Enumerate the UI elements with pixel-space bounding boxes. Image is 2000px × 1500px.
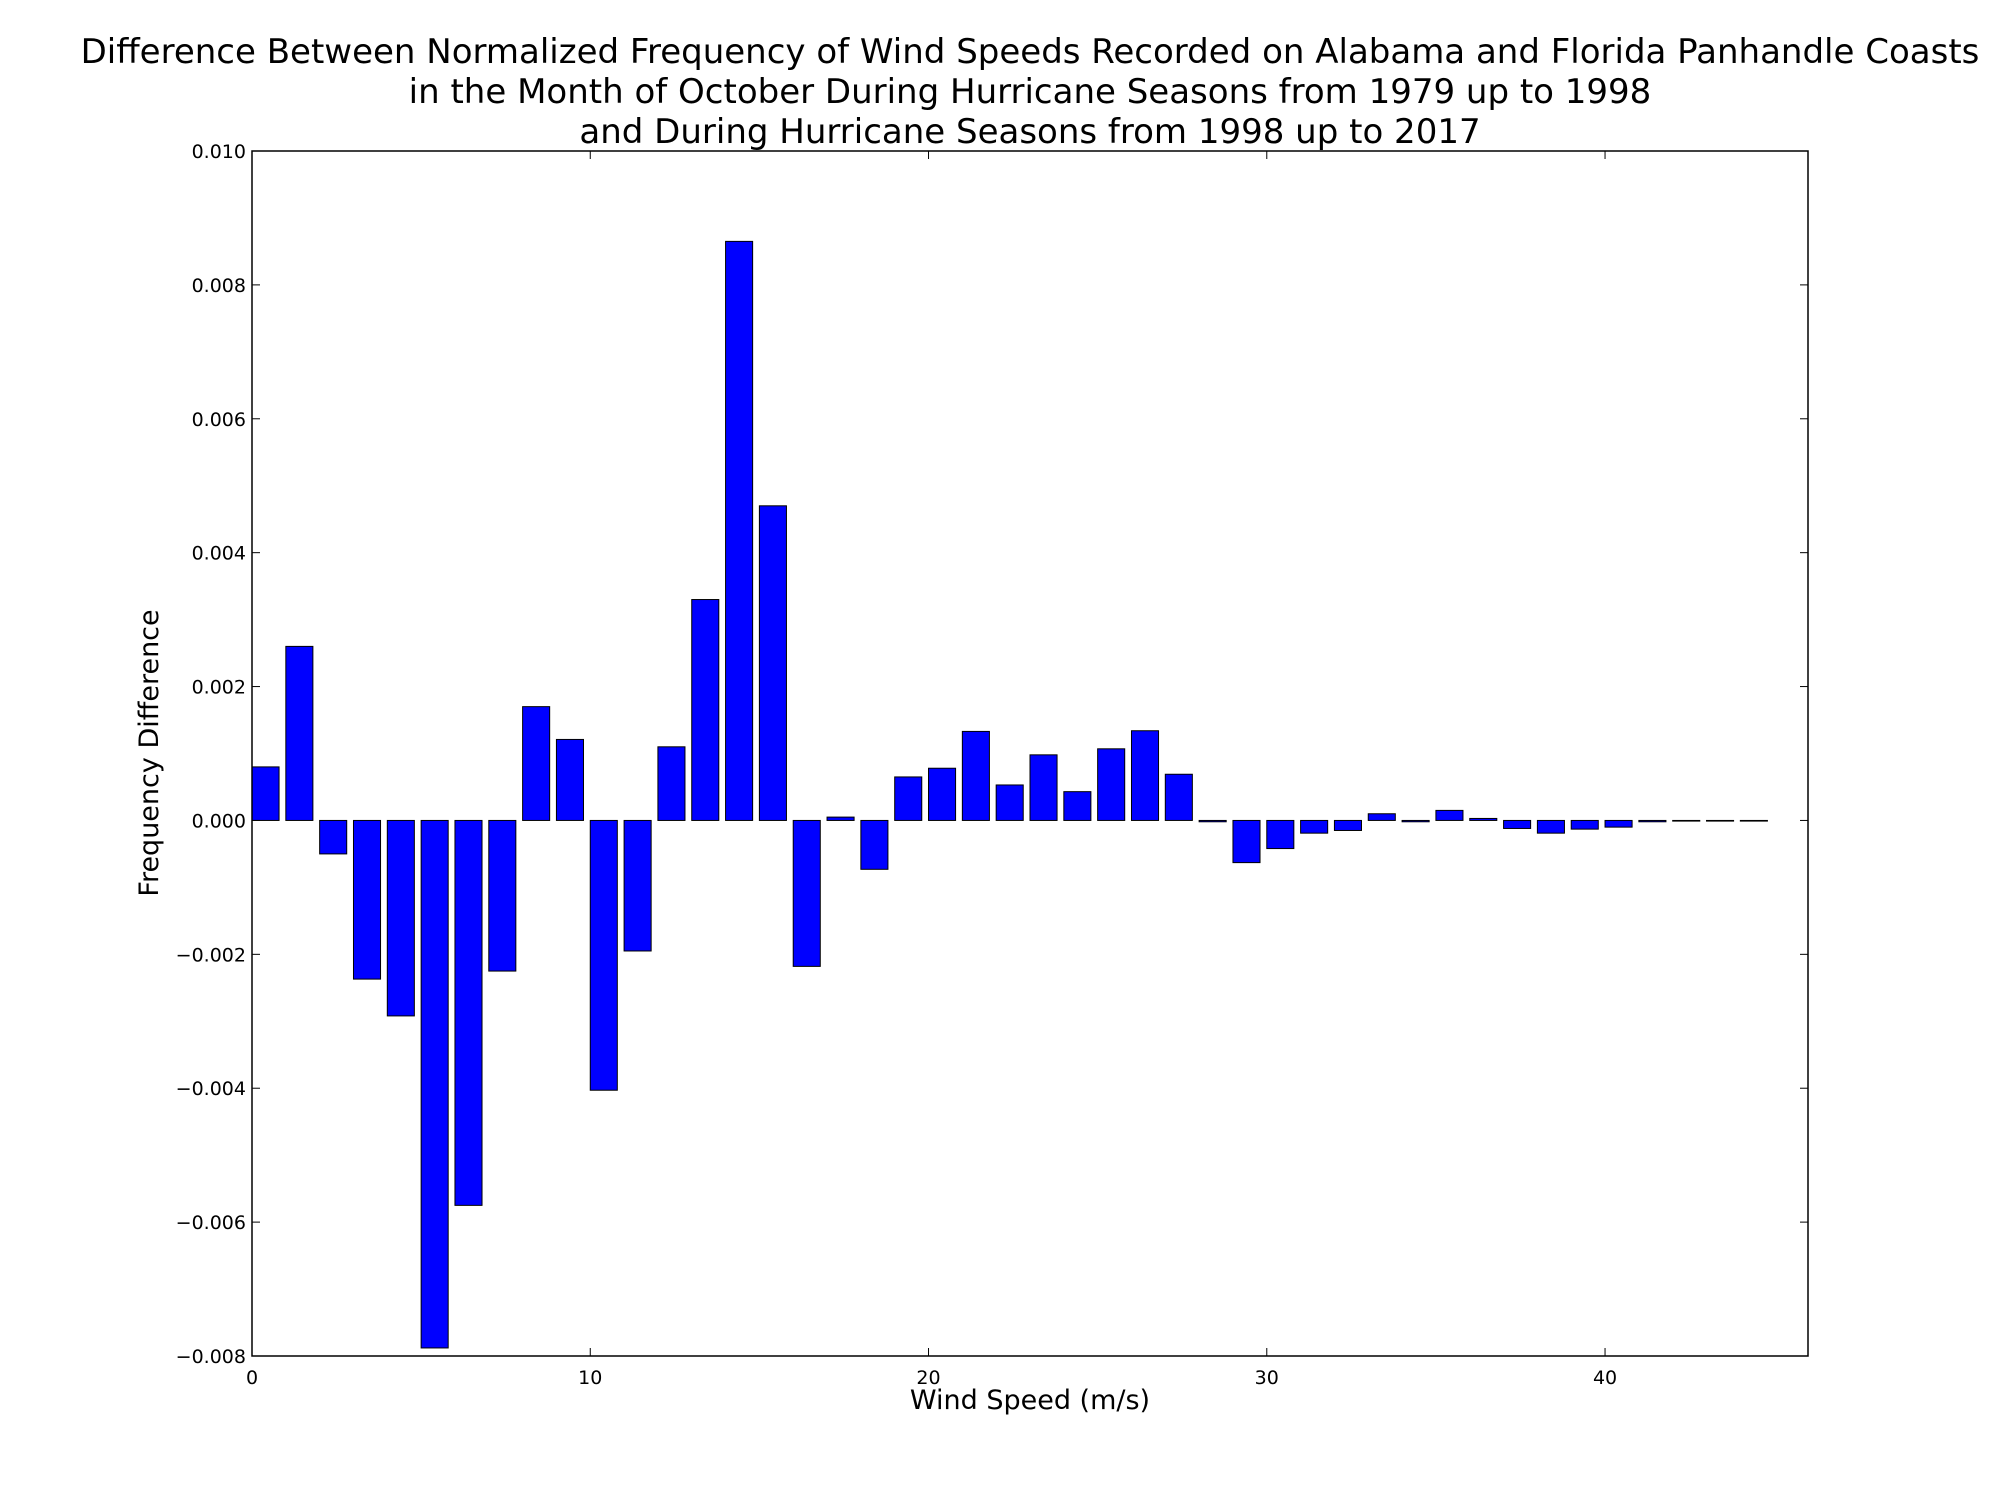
chart-title-line-2: in the Month of October During Hurricane… bbox=[409, 72, 1652, 112]
bar-11 bbox=[623, 819, 652, 952]
bar-32 bbox=[1333, 819, 1362, 831]
plot-area-frame bbox=[251, 150, 1809, 1357]
y-tick-label: 0.006 bbox=[192, 409, 246, 431]
bar-6 bbox=[454, 819, 483, 1206]
chart-title-line-3: and During Hurricane Seasons from 1998 u… bbox=[579, 112, 1480, 152]
y-tick-label: −0.004 bbox=[176, 1078, 246, 1100]
y-tick-label: −0.008 bbox=[176, 1346, 246, 1368]
bar-27 bbox=[1164, 773, 1193, 821]
bar-35 bbox=[1435, 809, 1464, 821]
x-axis-label: Wind Speed (m/s) bbox=[910, 1385, 1150, 1416]
bar-7 bbox=[488, 819, 517, 972]
bar-1 bbox=[285, 645, 314, 821]
bar-16 bbox=[792, 819, 821, 967]
bar-39 bbox=[1570, 819, 1599, 830]
x-tick-label: 30 bbox=[1255, 1367, 1279, 1389]
bar-28 bbox=[1198, 819, 1227, 823]
bar-29 bbox=[1232, 819, 1261, 864]
bar-0 bbox=[251, 766, 280, 821]
bar-40 bbox=[1604, 819, 1633, 828]
bar-15 bbox=[758, 505, 787, 821]
bar-38 bbox=[1536, 819, 1565, 834]
bar-3 bbox=[352, 819, 382, 980]
bar-44 bbox=[1739, 819, 1768, 822]
bar-5 bbox=[420, 819, 449, 1349]
bar-30 bbox=[1266, 819, 1295, 850]
y-tick-label: 0.010 bbox=[192, 141, 246, 163]
chart-title: Difference Between Normalized Frequency … bbox=[81, 32, 1980, 152]
bar-18 bbox=[860, 819, 889, 870]
y-tick-label: 0.002 bbox=[192, 677, 246, 699]
bar-14 bbox=[725, 240, 754, 821]
y-tick-label: 0.000 bbox=[192, 810, 246, 832]
bar-36 bbox=[1469, 817, 1498, 821]
bar-43 bbox=[1706, 819, 1735, 822]
bar-21 bbox=[961, 730, 990, 821]
x-tick-label: 0 bbox=[246, 1367, 258, 1389]
bar-19 bbox=[894, 776, 923, 821]
bar-37 bbox=[1503, 819, 1532, 829]
bar-4 bbox=[386, 819, 415, 1017]
bar-41 bbox=[1638, 819, 1667, 823]
bar-10 bbox=[589, 819, 618, 1091]
bar-series bbox=[251, 240, 1768, 1349]
bar-34 bbox=[1401, 819, 1430, 823]
x-tick-label: 20 bbox=[916, 1367, 940, 1389]
bar-42 bbox=[1672, 819, 1701, 822]
x-axis-ticks: 0 10 20 30 40 bbox=[246, 151, 1617, 1389]
y-tick-label: 0.008 bbox=[192, 275, 246, 297]
bar-20 bbox=[928, 767, 957, 821]
bar-33 bbox=[1367, 813, 1396, 821]
y-tick-label: −0.006 bbox=[176, 1212, 246, 1234]
bar-17 bbox=[826, 816, 855, 821]
x-tick-label: 10 bbox=[578, 1367, 602, 1389]
bar-8 bbox=[522, 706, 551, 821]
y-tick-label: −0.002 bbox=[176, 944, 246, 966]
bar-22 bbox=[995, 784, 1024, 821]
chart-title-line-1: Difference Between Normalized Frequency … bbox=[81, 32, 1980, 72]
bar-13 bbox=[691, 599, 720, 821]
bar-9 bbox=[555, 738, 584, 821]
y-axis-ticks: −0.008 −0.006 −0.004 −0.002 0.000 0.002 0.004 0… bbox=[176, 141, 1808, 1368]
y-tick-label: 0.004 bbox=[192, 543, 246, 565]
y-axis-label: Frequency Difference bbox=[134, 609, 165, 896]
bar-24 bbox=[1063, 791, 1092, 821]
bar-2 bbox=[319, 819, 348, 855]
bar-31 bbox=[1300, 819, 1329, 834]
bar-12 bbox=[657, 746, 686, 821]
x-tick-label: 40 bbox=[1593, 1367, 1617, 1389]
bar-26 bbox=[1130, 730, 1160, 821]
bar-23 bbox=[1029, 754, 1058, 821]
bar-25 bbox=[1097, 748, 1126, 821]
